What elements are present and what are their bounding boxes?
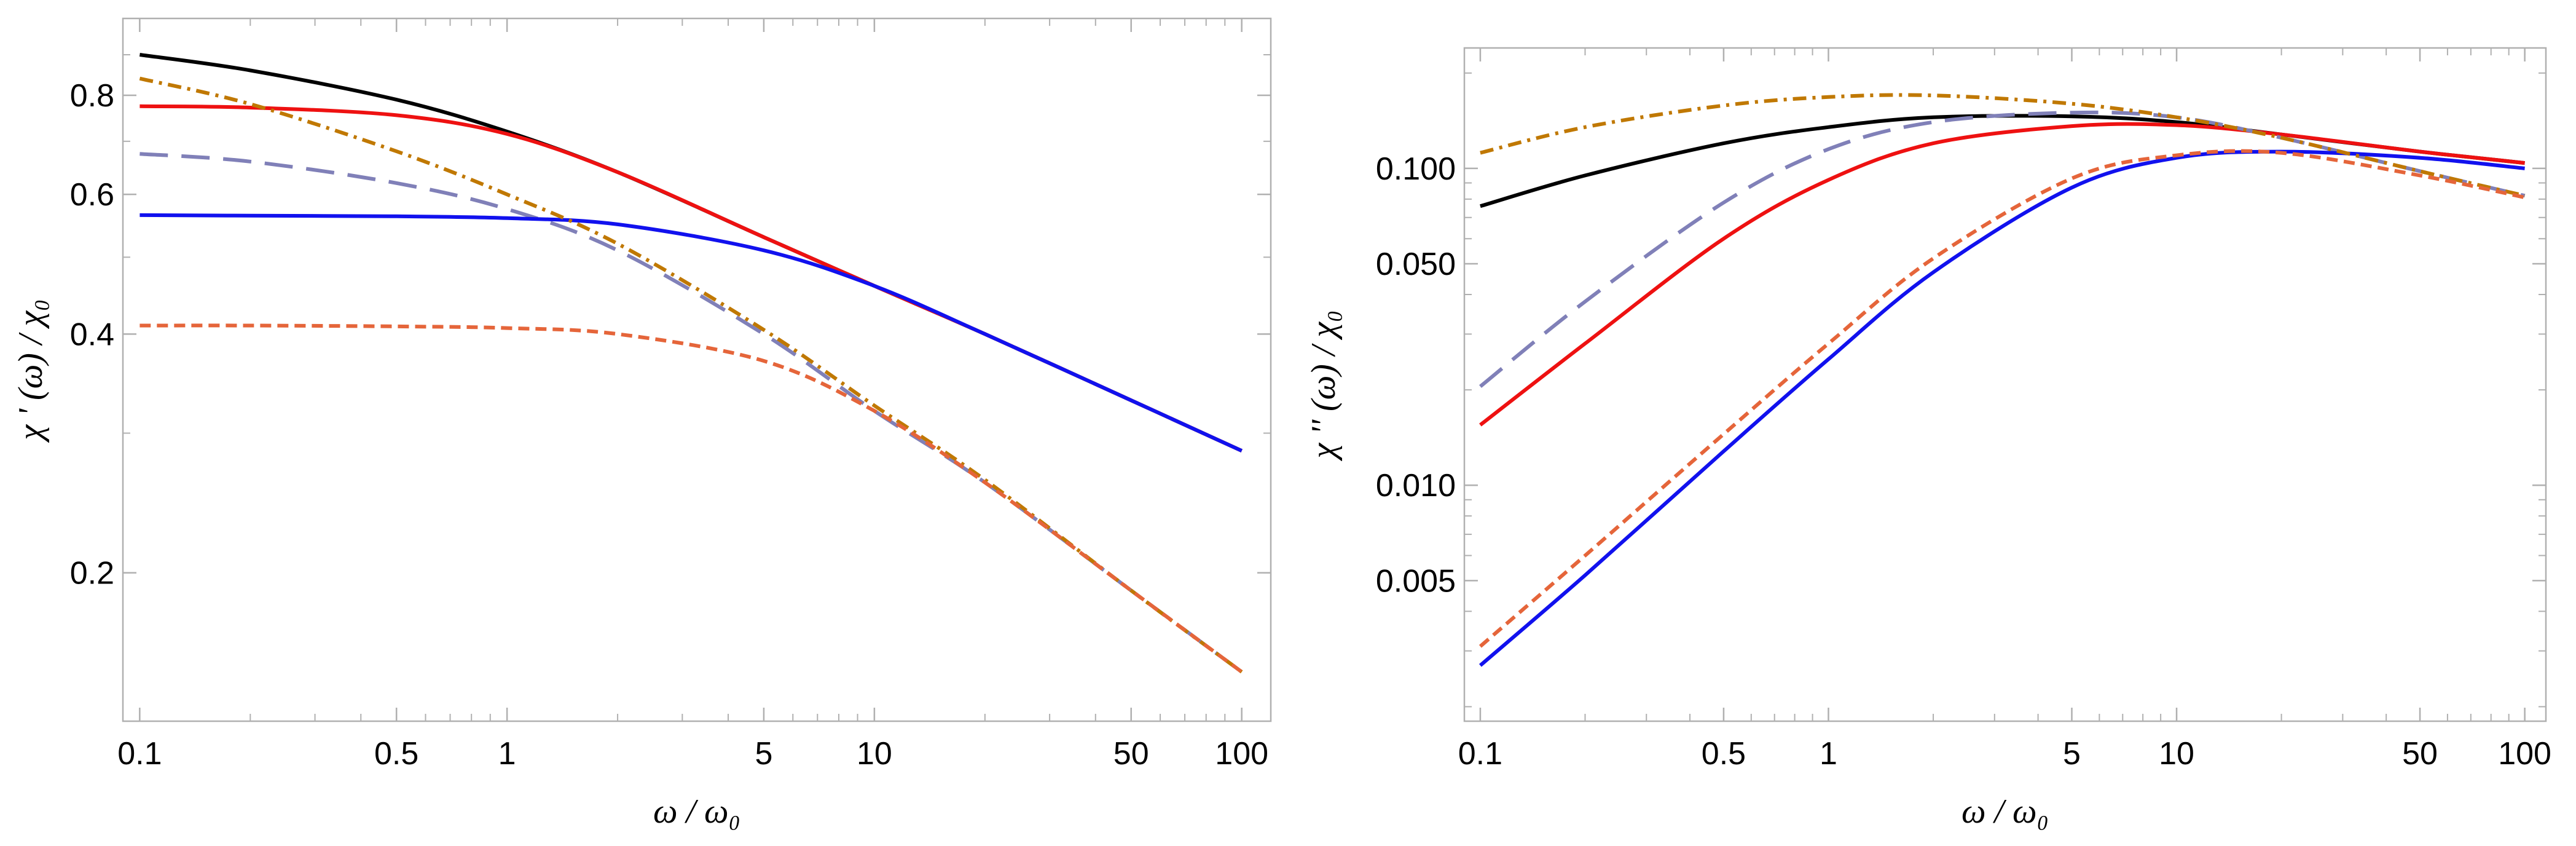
right-series-lavender-dashed bbox=[1479, 110, 2526, 388]
right-series-black-solid bbox=[1480, 114, 2525, 208]
right-x-tick-label: 0.5 bbox=[1702, 736, 1746, 772]
right-series-red-solid bbox=[1479, 122, 2525, 427]
right-y-tick-label: 0.050 bbox=[1376, 247, 1456, 282]
left-x-tick-label: 5 bbox=[755, 736, 772, 772]
right-y-tick-label: 0.010 bbox=[1376, 468, 1456, 504]
left-y-tick-label: 0.6 bbox=[70, 177, 114, 213]
left-series-black-solid bbox=[139, 53, 1243, 453]
left-y-tick-label: 0.8 bbox=[70, 78, 114, 114]
right-x-tick-label: 50 bbox=[2402, 736, 2438, 772]
right-x-tick-label: 1 bbox=[1820, 736, 1837, 772]
left-y-axis-label: χ ' (ω) / χ₀ bbox=[12, 299, 50, 443]
right-panel: 0.1 0.5 1 5 10 50 100 0.005 0.010 0.050 0.100 ω / ω… bbox=[1305, 47, 2551, 831]
right-series-group bbox=[1478, 93, 2526, 667]
left-x-tick-label: 1 bbox=[498, 736, 516, 772]
left-panel: 0.1 0.5 1 5 10 50 100 0.2 0.4 0.6 0.8 ω / ω₀ χ ' (ω)… bbox=[12, 17, 1272, 831]
right-y-axis-label: χ '' (ω) / χ₀ bbox=[1305, 310, 1343, 461]
left-series-lavender-dashed bbox=[139, 152, 1243, 674]
right-y-tick-label: 0.005 bbox=[1376, 563, 1456, 599]
right-series-blue-solid bbox=[1478, 149, 2525, 667]
left-series-blue-solid bbox=[139, 213, 1243, 453]
left-series-brown-dashdot bbox=[139, 76, 1243, 674]
left-minor-ticks bbox=[122, 18, 1271, 721]
right-x-tick-label: 0.1 bbox=[1458, 736, 1502, 772]
right-series-brown-dashdot bbox=[1480, 93, 2526, 198]
left-x-axis-label: ω / ω₀ bbox=[653, 793, 740, 831]
left-plot-frame bbox=[122, 17, 1272, 722]
left-x-tick-label: 0.1 bbox=[117, 736, 162, 772]
right-x-axis-label: ω / ω₀ bbox=[1961, 793, 2049, 831]
right-y-tick-label: 0.100 bbox=[1376, 151, 1456, 187]
right-series-orange-dashed bbox=[1478, 149, 2526, 648]
left-series-red-solid bbox=[139, 104, 1243, 453]
left-x-tick-label: 0.5 bbox=[374, 736, 418, 772]
left-y-tick-label: 0.2 bbox=[70, 556, 114, 591]
right-x-tick-label: 10 bbox=[2159, 736, 2194, 772]
right-plot-frame bbox=[1463, 47, 2547, 722]
left-y-tick-label: 0.4 bbox=[70, 317, 114, 352]
left-x-tick-label: 50 bbox=[1113, 736, 1149, 772]
left-series-group bbox=[139, 53, 1243, 674]
left-x-tick-label: 10 bbox=[857, 736, 892, 772]
left-series-orange-dashed bbox=[139, 323, 1243, 674]
right-x-tick-label: 5 bbox=[2063, 736, 2081, 772]
right-x-tick-label: 100 bbox=[2498, 736, 2551, 772]
left-x-tick-label: 100 bbox=[1215, 736, 1268, 772]
